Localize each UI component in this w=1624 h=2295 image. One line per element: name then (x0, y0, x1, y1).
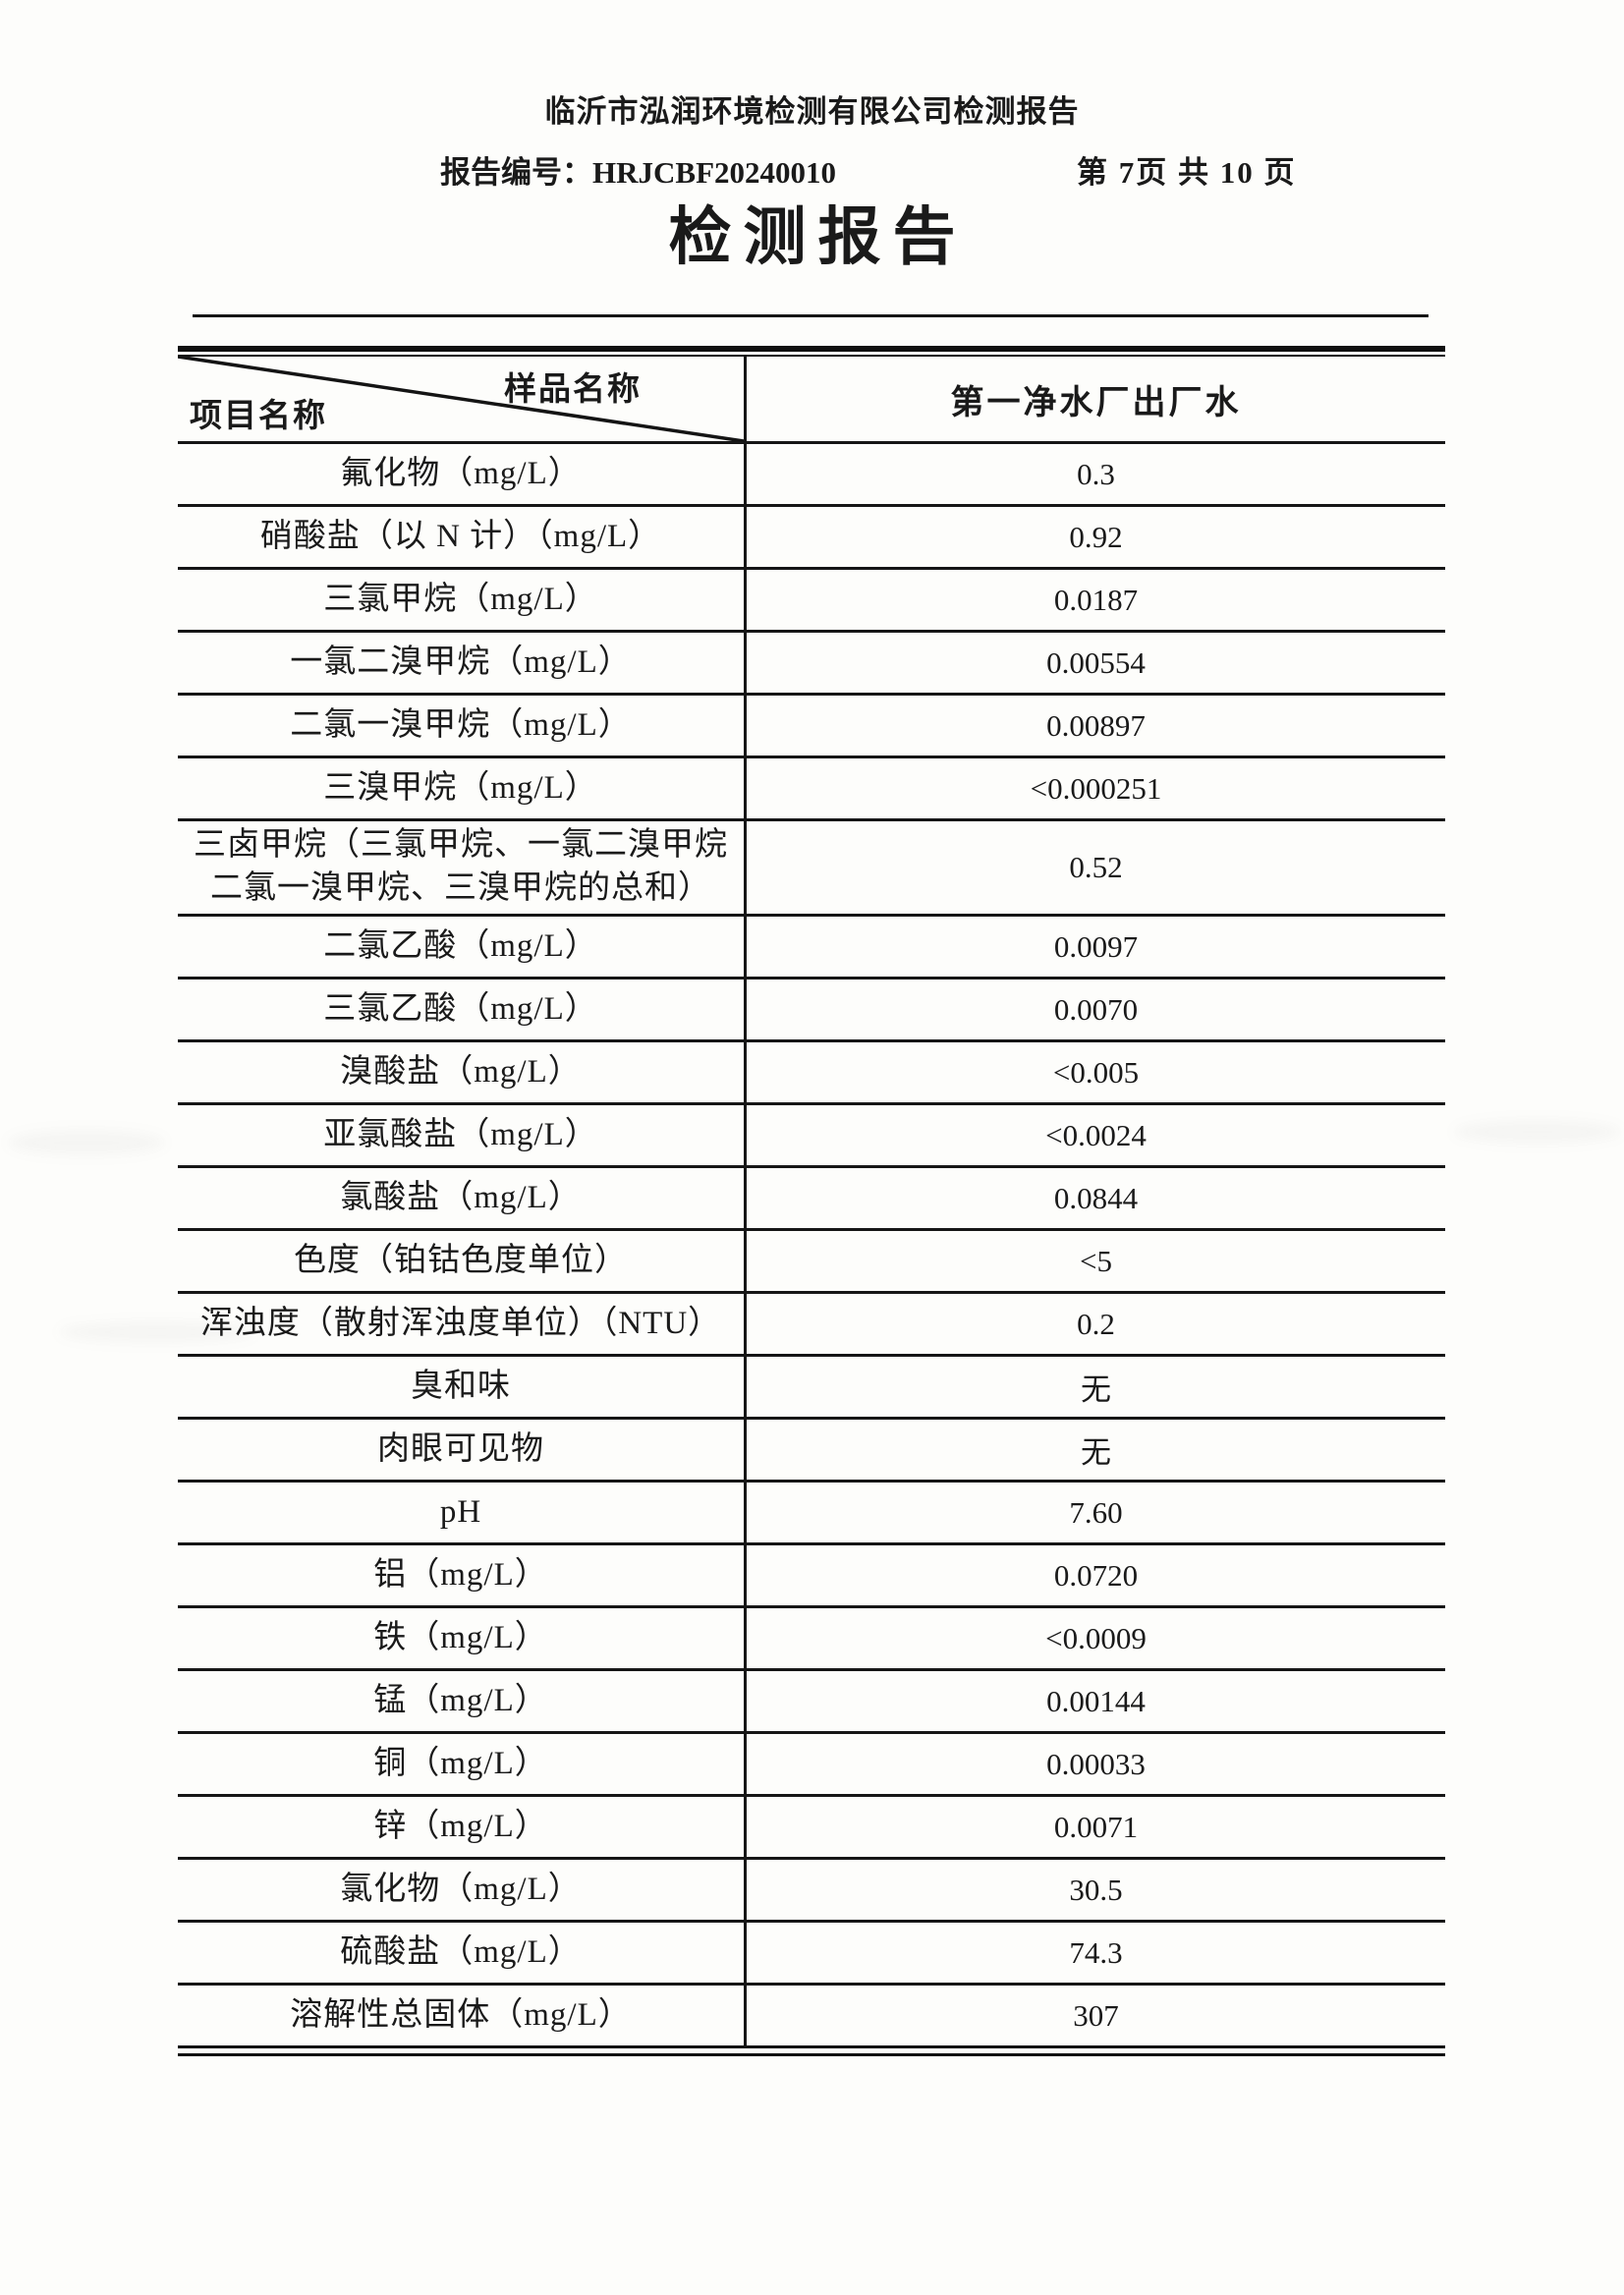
parameter-name: 溴酸盐（mg/L） (178, 1039, 747, 1104)
parameter-value: 0.0187 (745, 567, 1445, 632)
scan-artifact (8, 1130, 165, 1155)
parameter-value: <0.005 (745, 1039, 1445, 1104)
parameter-name: 肉眼可见物 (178, 1417, 747, 1482)
parameter-value: 0.00033 (745, 1731, 1445, 1796)
parameter-value: 0.2 (745, 1291, 1445, 1356)
parameter-value: <0.000251 (745, 756, 1445, 820)
page-title: 检测报告 (668, 201, 968, 272)
results-body: 氟化物（mg/L） 0.3 硝酸盐（以 N 计）（mg/L） 0.92 三氯甲烷（mg/… (178, 441, 1445, 2045)
table-row: 溶解性总固体（mg/L） 307 (178, 1983, 1445, 2045)
parameter-value: 无 (745, 1354, 1445, 1419)
table-row: 三卤甲烷（三氯甲烷、一氯二溴甲烷 二氯一溴甲烷、三溴甲烷的总和） 0.52 (178, 818, 1445, 916)
parameter-value: 0.92 (745, 504, 1445, 569)
table-row: 浑浊度（散射浑浊度单位）（NTU） 0.2 (178, 1291, 1445, 1356)
parameter-name: 二氯一溴甲烷（mg/L） (178, 693, 747, 757)
table-row: 硫酸盐（mg/L） 74.3 (178, 1920, 1445, 1985)
parameter-name: 铁（mg/L） (178, 1605, 747, 1670)
parameter-value: 74.3 (745, 1920, 1445, 1985)
parameter-value: 7.60 (745, 1480, 1445, 1544)
results-table: 样品名称 项目名称 第一净水厂出厂水 氟化物（mg/L） 0.3 硝酸盐（以 N 计… (178, 346, 1445, 2056)
page-indicator: 第 7页 共 10 页 (1077, 155, 1297, 190)
table-row: 铁（mg/L） <0.0009 (178, 1605, 1445, 1670)
table-row: 二氯乙酸（mg/L） 0.0097 (178, 914, 1445, 979)
parameter-value: 30.5 (745, 1857, 1445, 1922)
parameter-value: 0.00554 (745, 630, 1445, 695)
table-row: 亚氯酸盐（mg/L） <0.0024 (178, 1102, 1445, 1167)
parameter-value: 无 (745, 1417, 1445, 1482)
parameter-value: 0.3 (745, 441, 1445, 506)
parameter-value: 307 (745, 1983, 1445, 2045)
parameter-name: 二氯乙酸（mg/L） (178, 914, 747, 979)
parameter-name: pH (178, 1480, 747, 1544)
report-number: 报告编号：HRJCBF20240010 (440, 147, 836, 192)
parameter-value: 0.00144 (745, 1668, 1445, 1733)
table-row: 二氯一溴甲烷（mg/L） 0.00897 (178, 693, 1445, 757)
parameter-value: 0.0070 (745, 977, 1445, 1041)
table-bottom-border (178, 2045, 1445, 2056)
parameter-name: 氯化物（mg/L） (178, 1857, 747, 1922)
table-row: 三氯甲烷（mg/L） 0.0187 (178, 567, 1445, 632)
parameter-value: <5 (745, 1228, 1445, 1293)
table-top-border (178, 346, 1445, 357)
item-name-label: 项目名称 (190, 399, 327, 434)
sample-name-label: 样品名称 (504, 372, 642, 408)
parameter-name: 臭和味 (178, 1354, 747, 1419)
table-row: pH 7.60 (178, 1480, 1445, 1544)
table-header-row: 样品名称 项目名称 第一净水厂出厂水 (178, 357, 1445, 443)
parameter-name: 色度（铂钴色度单位） (178, 1228, 747, 1293)
parameter-name: 氯酸盐（mg/L） (178, 1165, 747, 1230)
company-header: 临沂市泓润环境检测有限公司检测报告 (544, 94, 1080, 129)
parameter-value: 0.0097 (745, 914, 1445, 979)
parameter-name: 氟化物（mg/L） (178, 441, 747, 506)
parameter-value: 0.0844 (745, 1165, 1445, 1230)
table-row: 三溴甲烷（mg/L） <0.000251 (178, 756, 1445, 820)
parameter-name: 三氯乙酸（mg/L） (178, 977, 747, 1041)
parameter-name: 三氯甲烷（mg/L） (178, 567, 747, 632)
table-row: 一氯二溴甲烷（mg/L） 0.00554 (178, 630, 1445, 695)
table-row: 铝（mg/L） 0.0720 (178, 1542, 1445, 1607)
table-row: 三氯乙酸（mg/L） 0.0070 (178, 977, 1445, 1041)
table-row: 氯酸盐（mg/L） 0.0844 (178, 1165, 1445, 1230)
table-row: 氯化物（mg/L） 30.5 (178, 1857, 1445, 1922)
results-table-grid: 样品名称 项目名称 第一净水厂出厂水 氟化物（mg/L） 0.3 硝酸盐（以 N 计… (178, 357, 1445, 2045)
parameter-name: 铜（mg/L） (178, 1731, 747, 1796)
table-row: 溴酸盐（mg/L） <0.005 (178, 1039, 1445, 1104)
parameter-value: <0.0009 (745, 1605, 1445, 1670)
diagonal-divider-line (178, 357, 744, 441)
table-row: 肉眼可见物无 (178, 1417, 1445, 1482)
report-number-value: HRJCBF20240010 (592, 155, 836, 190)
parameter-name: 硫酸盐（mg/L） (178, 1920, 747, 1985)
parameter-value: 0.00897 (745, 693, 1445, 757)
title-divider (193, 314, 1428, 317)
report-number-label: 报告编号： (440, 155, 592, 190)
table-row: 氟化物（mg/L） 0.3 (178, 441, 1445, 506)
parameter-value: 0.52 (745, 818, 1445, 916)
parameter-name: 三卤甲烷（三氯甲烷、一氯二溴甲烷 二氯一溴甲烷、三溴甲烷的总和） (178, 818, 747, 916)
parameter-name: 亚氯酸盐（mg/L） (178, 1102, 747, 1167)
parameter-value: 0.0720 (745, 1542, 1445, 1607)
table-row: 锰（mg/L） 0.00144 (178, 1668, 1445, 1733)
parameter-name: 锌（mg/L） (178, 1794, 747, 1859)
table-row: 锌（mg/L） 0.0071 (178, 1794, 1445, 1859)
table-row: 硝酸盐（以 N 计）（mg/L） 0.92 (178, 504, 1445, 569)
corner-header-cell: 样品名称 项目名称 (178, 357, 747, 443)
parameter-name: 一氯二溴甲烷（mg/L） (178, 630, 747, 695)
scan-artifact (1454, 1120, 1621, 1144)
table-row: 色度（铂钴色度单位） <5 (178, 1228, 1445, 1293)
parameter-name: 铝（mg/L） (178, 1542, 747, 1607)
table-row: 臭和味无 (178, 1354, 1445, 1419)
parameter-name: 锰（mg/L） (178, 1668, 747, 1733)
parameter-name: 三溴甲烷（mg/L） (178, 756, 747, 820)
parameter-name: 溶解性总固体（mg/L） (178, 1983, 747, 2045)
parameter-name: 浑浊度（散射浑浊度单位）（NTU） (178, 1291, 747, 1356)
parameter-name: 硝酸盐（以 N 计）（mg/L） (178, 504, 747, 569)
parameter-value: 0.0071 (745, 1794, 1445, 1859)
parameter-value: <0.0024 (745, 1102, 1445, 1167)
table-row: 铜（mg/L） 0.00033 (178, 1731, 1445, 1796)
sample-column-header: 第一净水厂出厂水 (950, 384, 1242, 421)
